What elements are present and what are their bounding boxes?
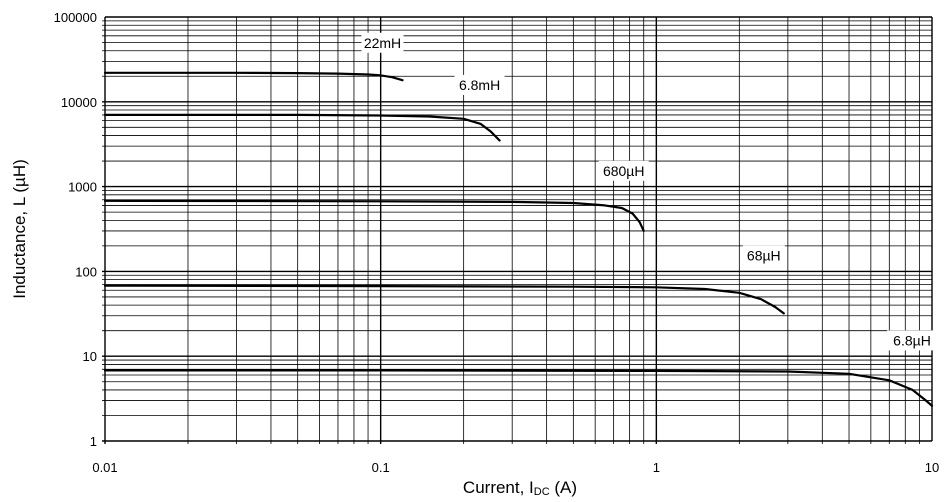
grid-lines [102, 16, 933, 444]
tick-labels: 0.01 0.1 1 10 1 10 100 1000 10000 100000 [54, 10, 940, 475]
y-tick-label: 1 [90, 434, 97, 449]
x-axis-title-subscript: DC [534, 486, 550, 498]
x-tick-label: 1 [653, 460, 660, 475]
series-line [103, 113, 501, 142]
curve-label: 6.8mH [459, 77, 500, 93]
curve-label: 680µH [603, 163, 645, 179]
x-tick-label: 10 [925, 460, 939, 475]
series-line [103, 71, 404, 82]
series-line [103, 369, 934, 407]
curve-label: 22mH [364, 35, 401, 51]
series-line [103, 199, 645, 232]
y-tick-label: 1000 [68, 180, 97, 195]
x-tick-label: 0.01 [92, 460, 117, 475]
y-tick-label: 10 [83, 349, 97, 364]
curve-label-box [361, 32, 404, 53]
x-axis-title-main: Current, I [463, 478, 534, 497]
curve-label-box [598, 160, 649, 181]
curve-label: 6.8µH [893, 332, 931, 348]
x-axis-title-unit: (A) [550, 478, 577, 497]
y-tick-label: 100000 [54, 10, 97, 25]
curve-labels: 22mH 6.8mH 680µH 68µH 6.8µH [361, 32, 937, 351]
curve-label: 68µH [747, 248, 781, 264]
series-curves [103, 71, 934, 407]
curve-label-box [742, 245, 785, 266]
y-axis-title: Inductance, L (µH) [10, 159, 29, 299]
curve-label-box [887, 330, 937, 351]
y-tick-label: 10000 [61, 95, 97, 110]
x-tick-label: 0.1 [372, 460, 390, 475]
y-tick-label: 100 [75, 264, 97, 279]
x-axis-title: Current, IDC (A) [463, 478, 577, 498]
curve-label-box [454, 74, 505, 95]
series-line [103, 284, 785, 315]
